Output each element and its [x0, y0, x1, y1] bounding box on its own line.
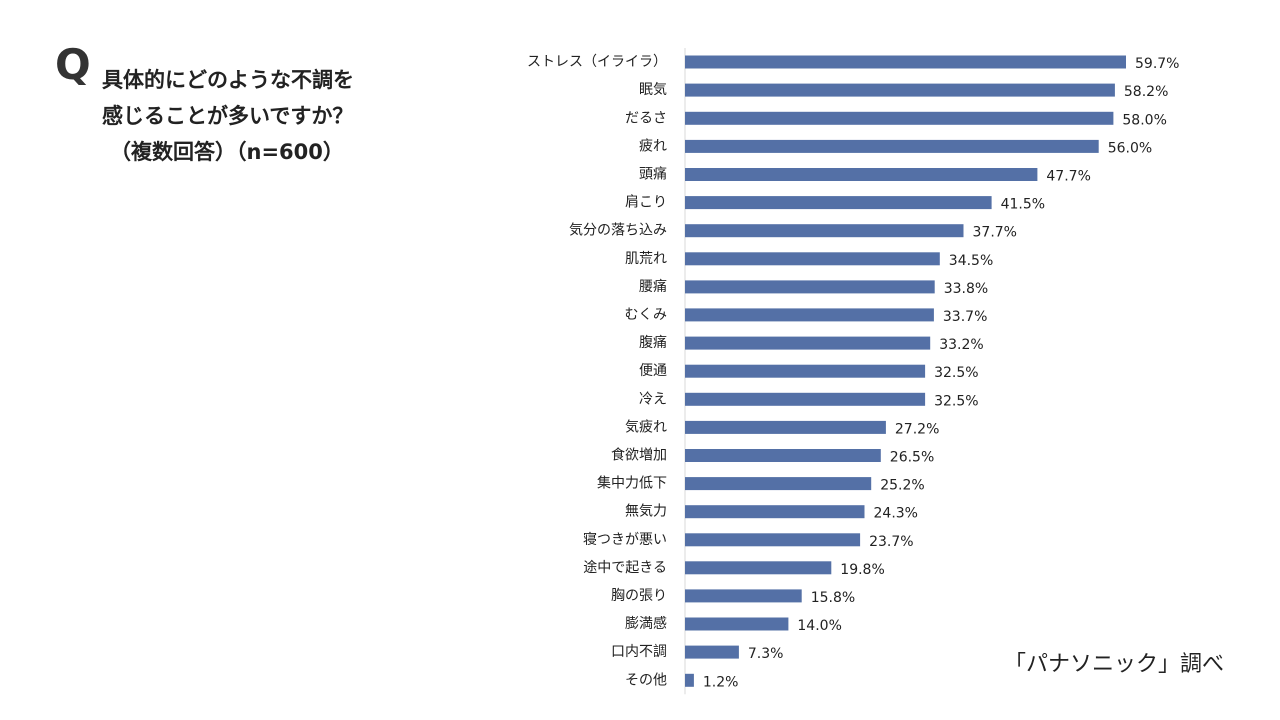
bar — [685, 673, 694, 687]
bar — [685, 561, 832, 575]
bar — [685, 55, 1126, 69]
category-label: 寝つきが悪い — [583, 531, 667, 548]
question-text: 具体的にどのような不調を 感じることが多いですか？ （複数回答）（n=600） — [102, 62, 354, 170]
bar — [685, 280, 935, 294]
value-label: 25.2% — [880, 478, 924, 494]
value-label: 33.7% — [943, 309, 987, 325]
value-label: 1.2% — [703, 674, 739, 690]
value-label: 33.8% — [944, 281, 988, 297]
category-label: 食欲増加 — [611, 447, 667, 464]
category-label: 頭痛 — [639, 166, 667, 183]
category-label: 肩こり — [625, 195, 667, 211]
value-label: 26.5% — [890, 450, 934, 466]
category-label: 気疲れ — [625, 418, 667, 435]
value-label: 27.2% — [895, 421, 939, 437]
question-line-3: （複数回答）（n=600） — [110, 140, 344, 164]
question-line-2: 感じることが多いですか？ — [102, 104, 354, 128]
category-label: 口内不調 — [611, 644, 667, 660]
value-label: 15.8% — [811, 590, 855, 606]
bar — [685, 364, 926, 378]
bar — [685, 252, 940, 266]
category-label: 胸の張り — [611, 588, 667, 604]
bar — [685, 308, 934, 322]
bar — [685, 224, 964, 238]
value-label: 14.0% — [797, 618, 841, 634]
value-label: 41.5% — [1001, 197, 1045, 213]
category-label: ストレス（イライラ） — [527, 54, 667, 70]
bar — [685, 420, 886, 434]
value-label: 34.5% — [949, 253, 993, 269]
value-label: 37.7% — [973, 225, 1017, 241]
question-mark: Q — [55, 40, 91, 89]
value-label: 56.0% — [1108, 140, 1152, 156]
value-label: 33.2% — [939, 337, 983, 353]
category-label: 集中力低下 — [597, 475, 667, 492]
bar — [685, 196, 992, 210]
category-label: むくみ — [624, 307, 667, 323]
question-line-1: 具体的にどのような不調を — [102, 68, 354, 92]
value-label: 7.3% — [748, 646, 784, 662]
category-label: 肌荒れ — [625, 251, 667, 267]
bar — [685, 505, 865, 519]
category-label: 便通 — [639, 363, 667, 379]
bar — [685, 139, 1099, 153]
value-label: 59.7% — [1135, 56, 1179, 72]
category-label: 無気力 — [625, 504, 667, 520]
category-label: その他 — [625, 672, 667, 688]
bar — [685, 533, 861, 547]
bar — [685, 336, 931, 350]
value-label: 47.7% — [1046, 169, 1090, 185]
bar — [685, 645, 739, 659]
bar — [685, 589, 802, 603]
bar — [685, 83, 1115, 97]
value-label: 58.2% — [1124, 84, 1168, 100]
bar — [685, 392, 926, 406]
bar — [685, 111, 1114, 125]
value-label: 23.7% — [869, 534, 913, 550]
source-credit: 「パナソニック」調べ — [1003, 652, 1224, 677]
category-label: 膨満感 — [625, 615, 667, 632]
bar — [685, 168, 1038, 181]
category-label: 疲れ — [639, 137, 667, 154]
bar — [685, 449, 881, 462]
value-label: 32.5% — [934, 365, 978, 381]
category-label: 冷え — [639, 391, 667, 407]
value-label: 32.5% — [934, 393, 978, 409]
value-label: 58.0% — [1122, 112, 1166, 128]
category-label: 途中で起きる — [583, 559, 667, 576]
category-label: 腰痛 — [639, 278, 667, 295]
bar — [685, 617, 789, 631]
category-label: 腹痛 — [639, 334, 667, 351]
value-label: 19.8% — [840, 562, 884, 578]
value-label: 24.3% — [874, 506, 918, 522]
category-label: 気分の落ち込み — [569, 223, 667, 239]
category-label: だるさ — [625, 110, 667, 126]
category-label: 眠気 — [639, 82, 667, 98]
bar — [685, 477, 872, 491]
